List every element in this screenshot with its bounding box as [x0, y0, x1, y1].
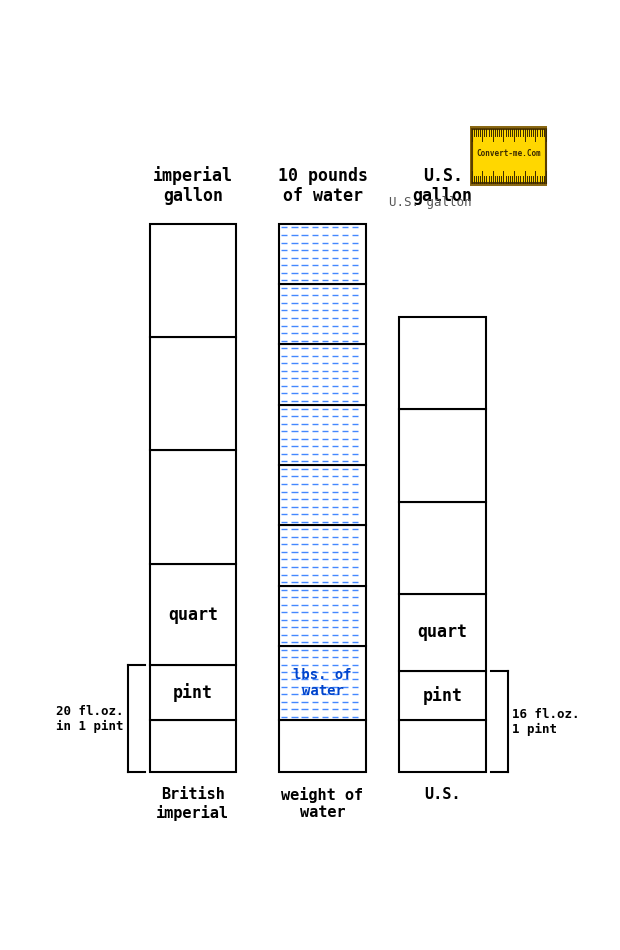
Bar: [279, 284, 366, 345]
Text: 10 pounds
of water: 10 pounds of water: [278, 166, 368, 205]
Text: weight of
water: weight of water: [281, 787, 363, 821]
Bar: [399, 720, 486, 772]
Text: pint: pint: [173, 683, 213, 702]
Bar: [470, 126, 547, 185]
Bar: [279, 223, 366, 284]
Text: 20 fl.oz.
in 1 pint: 20 fl.oz. in 1 pint: [56, 705, 123, 732]
Bar: [279, 720, 366, 772]
Bar: [279, 405, 366, 466]
Bar: [399, 671, 486, 720]
Bar: [149, 720, 236, 772]
Bar: [149, 564, 236, 665]
Bar: [149, 665, 236, 720]
Text: lbs. of
water: lbs. of water: [293, 668, 352, 698]
Text: imperial
gallon: imperial gallon: [153, 165, 233, 205]
Bar: [279, 525, 366, 586]
Text: 16 fl.oz.
1 pint: 16 fl.oz. 1 pint: [512, 708, 580, 735]
Bar: [399, 409, 486, 502]
Text: Convert-me.Com: Convert-me.Com: [476, 149, 541, 158]
Text: U.S. gallon: U.S. gallon: [389, 196, 472, 209]
Text: U.S.
gallon: U.S. gallon: [413, 166, 472, 205]
Bar: [149, 337, 236, 450]
Text: British
imperial: British imperial: [156, 787, 229, 821]
Text: quart: quart: [168, 605, 218, 623]
Bar: [149, 223, 236, 337]
Bar: [279, 646, 366, 720]
Text: pint: pint: [423, 686, 463, 705]
Bar: [399, 502, 486, 594]
Bar: [279, 586, 366, 646]
Bar: [399, 317, 486, 409]
Bar: [149, 450, 236, 564]
Bar: [279, 466, 366, 525]
Text: quart: quart: [418, 623, 467, 641]
Bar: [399, 594, 486, 671]
Bar: [471, 128, 546, 183]
Bar: [279, 345, 366, 405]
Text: U.S.: U.S.: [425, 787, 461, 802]
